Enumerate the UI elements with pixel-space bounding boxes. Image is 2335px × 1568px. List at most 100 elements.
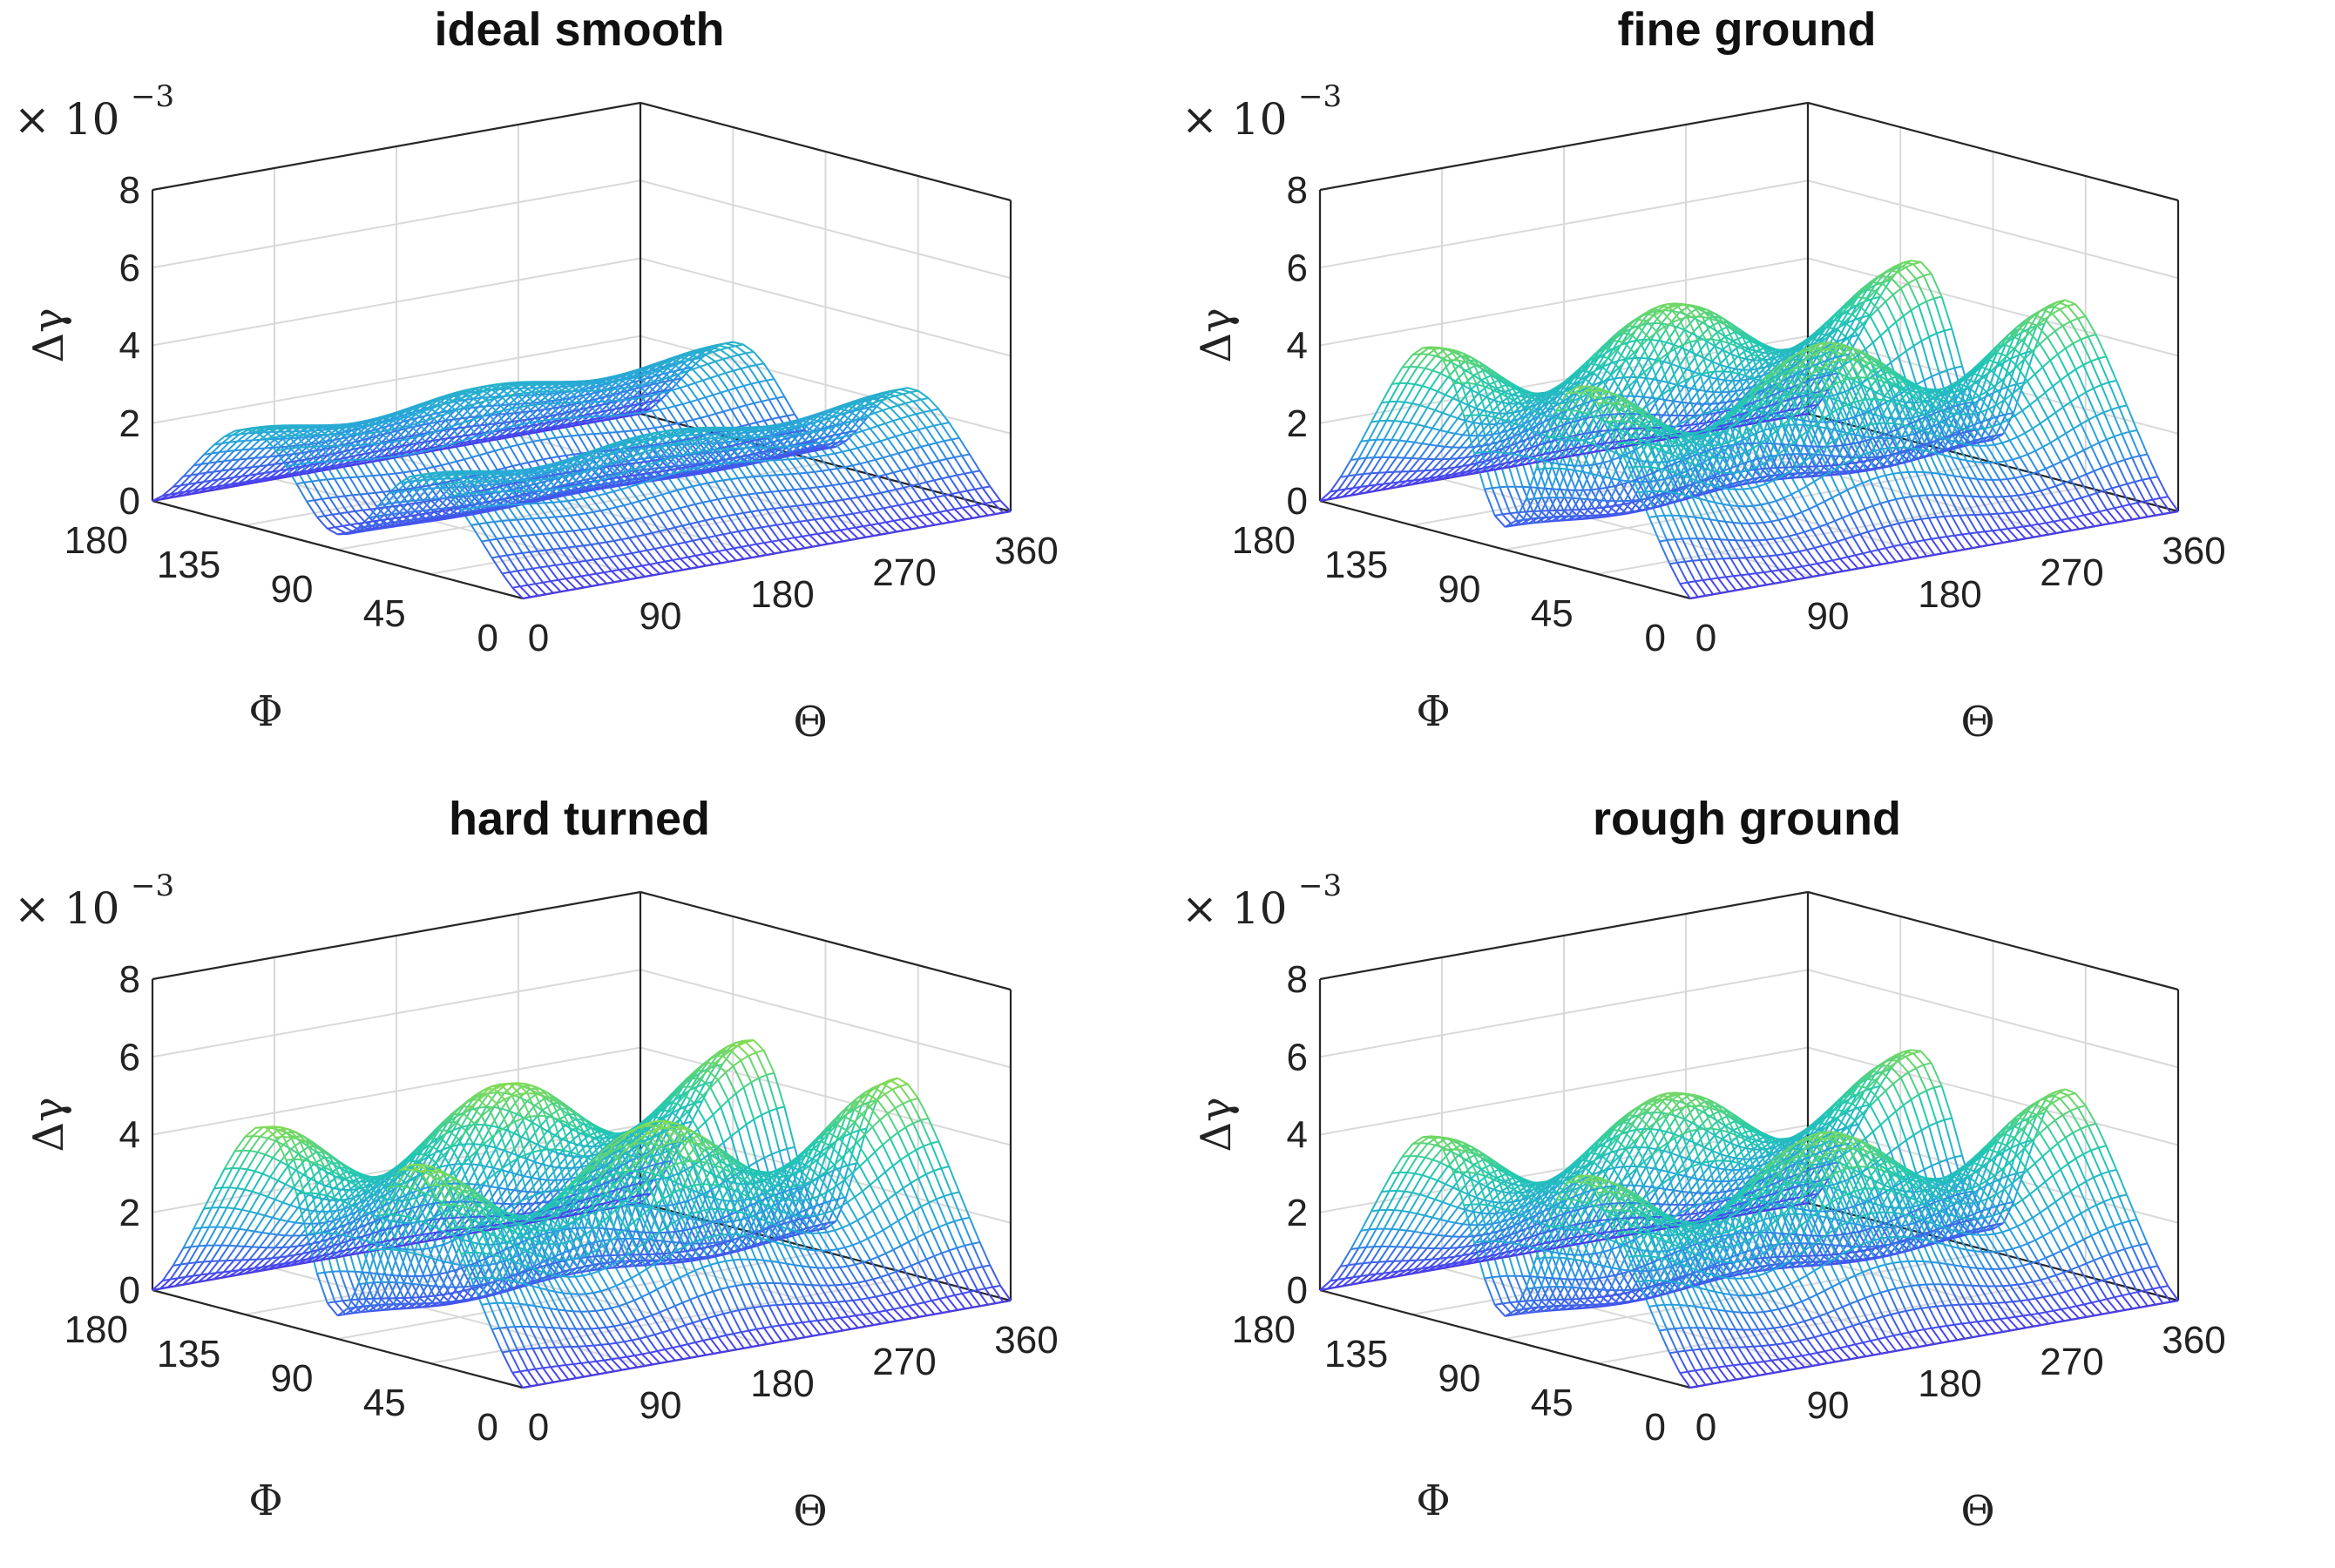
mesh-segment-phi <box>714 395 724 411</box>
mesh-segment-phi <box>870 525 881 535</box>
mesh-segment-phi <box>650 564 660 574</box>
mesh-segment-theta <box>683 402 691 404</box>
mesh-segment-theta <box>624 553 632 555</box>
mesh-segment-theta <box>883 507 891 509</box>
mesh-segment-theta <box>499 387 507 388</box>
mesh-segment-theta <box>273 447 281 448</box>
mesh-segment-theta <box>849 448 857 449</box>
mesh-segment-theta <box>601 390 609 391</box>
mesh-segment-theta <box>558 578 566 580</box>
theta-tick-label: 180 <box>750 573 814 616</box>
mesh-segment-theta <box>721 516 728 517</box>
mesh-segment-phi <box>959 438 970 455</box>
mesh-segment-theta <box>706 519 714 521</box>
mesh-segment-theta <box>457 459 464 461</box>
mesh-segment-theta <box>551 532 558 533</box>
mesh-segment-theta <box>921 445 929 447</box>
mesh-segment-theta <box>523 552 531 553</box>
mesh-segment-theta <box>713 464 721 465</box>
mesh-segment-theta <box>748 493 756 494</box>
mesh-segment-theta <box>835 452 843 454</box>
mesh-segment-theta <box>931 512 939 514</box>
mesh-segment-theta <box>317 462 325 463</box>
mesh-segment-theta <box>665 560 673 562</box>
mesh-segment-theta <box>705 465 713 466</box>
mesh-segment-phi <box>978 505 988 516</box>
mesh-segment-theta <box>487 522 495 523</box>
mesh-segment-theta <box>675 404 683 406</box>
mesh-segment-phi <box>2157 476 2168 497</box>
mesh-segment-theta <box>534 417 542 418</box>
mesh-segment-phi <box>645 535 655 549</box>
mesh-segment-theta <box>252 466 260 467</box>
mesh-segment-phi <box>909 518 919 528</box>
mesh-segment-theta <box>396 491 404 492</box>
mesh-segment-theta <box>707 452 714 453</box>
mesh-segment-theta <box>653 457 661 458</box>
mesh-segment-theta <box>396 521 404 522</box>
mesh-segment-theta <box>199 473 206 474</box>
mesh-segment-theta <box>538 420 545 421</box>
mesh-segment-phi <box>833 531 843 541</box>
mesh-segment-theta <box>340 460 348 461</box>
mesh-segment-theta <box>573 530 581 531</box>
mesh-segment-theta <box>832 484 840 485</box>
mesh-segment-theta <box>576 545 584 546</box>
mesh-segment-theta <box>779 447 787 448</box>
mesh-segment-phi <box>568 548 579 563</box>
mesh-segment-phi <box>947 510 958 521</box>
mesh-segment-theta <box>781 428 788 429</box>
mesh-segment-theta <box>298 437 306 438</box>
mesh-segment-phi <box>898 453 909 469</box>
mesh-segment-theta <box>463 496 470 497</box>
theta-tick-label: 360 <box>994 530 1058 572</box>
mesh-segment-theta <box>703 501 711 503</box>
mesh-segment-theta <box>232 460 240 461</box>
mesh-segment-theta <box>628 444 636 447</box>
mesh-segment-theta <box>423 479 430 480</box>
mesh-segment-phi <box>972 472 983 488</box>
mesh-segment-theta <box>573 454 581 455</box>
mesh-segment-theta <box>703 553 711 555</box>
mesh-segment-theta <box>540 517 548 518</box>
mesh-segment-phi <box>693 541 703 555</box>
mesh-segment-phi <box>970 455 980 471</box>
mesh-segment-theta <box>583 497 591 499</box>
mesh-segment-phi <box>2058 355 2068 375</box>
mesh-segment-theta <box>782 507 789 508</box>
mesh-segment-theta <box>764 419 772 421</box>
mesh-segment-theta <box>714 451 722 452</box>
mesh-segment-phi <box>1905 267 1916 279</box>
mesh-segment-theta <box>607 487 615 488</box>
mesh-segment-theta <box>501 405 509 406</box>
mesh-segment-theta <box>723 533 731 535</box>
mesh-segment-theta <box>350 477 358 478</box>
mesh-segment-theta <box>452 506 460 507</box>
mesh-segment-theta <box>739 405 747 407</box>
mesh-segment-theta <box>416 523 424 524</box>
mesh-segment-theta <box>651 468 659 469</box>
mesh-segment-theta <box>255 432 263 433</box>
mesh-segment-phi <box>922 500 932 513</box>
mesh-segment-theta <box>535 404 543 405</box>
mesh-segment-theta <box>510 520 518 521</box>
mesh-segment-theta <box>362 459 370 460</box>
mesh-segment-theta <box>386 527 394 528</box>
mesh-segment-phi <box>893 421 904 434</box>
mesh-segment-theta <box>779 539 787 541</box>
phi-axis-label: Φ <box>248 687 282 736</box>
mesh-segment-theta <box>787 415 795 416</box>
mesh-segment-theta <box>759 381 767 382</box>
mesh-segment-phi <box>2108 382 2119 408</box>
mesh-segment-phi <box>751 511 761 527</box>
mesh-segment-theta <box>404 520 412 521</box>
mesh-segment-theta <box>213 470 221 471</box>
mesh-segment-theta <box>732 441 740 442</box>
mesh-segment-phi <box>937 443 947 459</box>
mesh-segment-theta <box>589 574 597 575</box>
mesh-segment-phi <box>528 585 538 596</box>
mesh-segment-theta <box>693 367 700 369</box>
mesh-segment-theta <box>453 418 461 419</box>
mesh-segment-theta <box>624 504 632 505</box>
mesh-segment-theta <box>290 438 298 439</box>
